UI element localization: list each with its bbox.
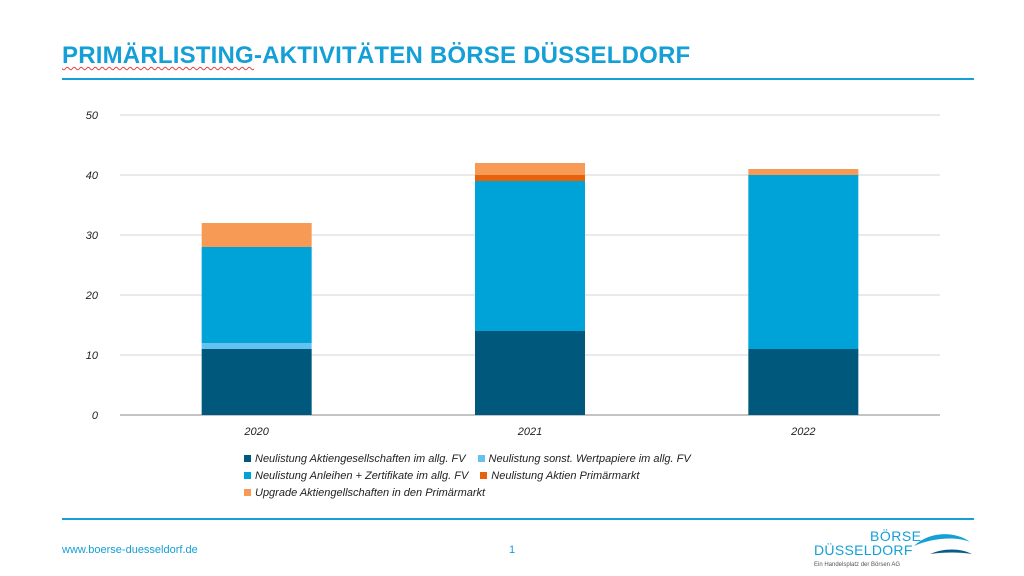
bar-segment [475, 175, 585, 181]
page-number: 1 [509, 544, 516, 556]
chart-legend: Neulistung Aktiengesellschaften im allg.… [244, 450, 703, 501]
bar-segment [475, 331, 585, 415]
x-tick-label: 2022 [790, 426, 815, 438]
title-rule [62, 78, 974, 80]
y-tick-label: 20 [85, 290, 99, 302]
x-tick-label: 2021 [517, 426, 542, 438]
legend-swatch [244, 472, 251, 479]
legend-swatch [244, 455, 251, 462]
bar-segment [201, 349, 312, 415]
bar-segment [475, 163, 585, 175]
bar-segment [748, 169, 859, 175]
logo-line-1: BÖRSE [870, 528, 922, 544]
y-tick-label: 30 [86, 230, 99, 242]
page-title: PRIMÄRLISTING-AKTIVITÄTEN BÖRSE DÜSSELDO… [62, 42, 691, 69]
legend-swatch [477, 455, 485, 462]
footer-rule [62, 518, 974, 520]
stacked-bar-chart: 0 10 20 30 40 50 2020 2021 2022 [85, 110, 940, 438]
y-tick-label: 40 [86, 170, 99, 182]
bar-segment [201, 343, 312, 349]
footer-url-link[interactable]: www.boerse-duesseldorf.de [62, 544, 198, 556]
bar-segment [748, 175, 859, 349]
bar-segment [475, 181, 585, 331]
x-tick-label: 2020 [243, 426, 269, 438]
company-logo: BÖRSE DÜSSELDORF Ein Handelsplatz der Bö… [814, 528, 974, 574]
legend-swatch [480, 472, 488, 479]
y-tick-label: 0 [92, 410, 99, 422]
y-tick-label: 10 [86, 350, 99, 362]
legend-item: Upgrade Aktiengellschaften in den Primär… [244, 487, 485, 499]
legend-item: Neulistung sonst. Wertpapiere im allg. F… [477, 453, 691, 465]
bar-segment [748, 349, 859, 415]
bar-segment [201, 223, 312, 247]
legend-item: Neulistung Aktiengesellschaften im allg.… [244, 453, 466, 465]
bar-segment [201, 247, 312, 343]
y-tick-label: 50 [86, 110, 99, 122]
legend-item: Neulistung Aktien Primärmarkt [480, 470, 639, 482]
legend-item: Neulistung Anleihen + Zertifikate im all… [244, 470, 468, 482]
logo-line-2: DÜSSELDORF [814, 542, 913, 558]
logo-tagline: Ein Handelsplatz der Börsen AG [814, 562, 901, 568]
logo-wave-icon [914, 534, 972, 554]
legend-swatch [244, 489, 251, 496]
